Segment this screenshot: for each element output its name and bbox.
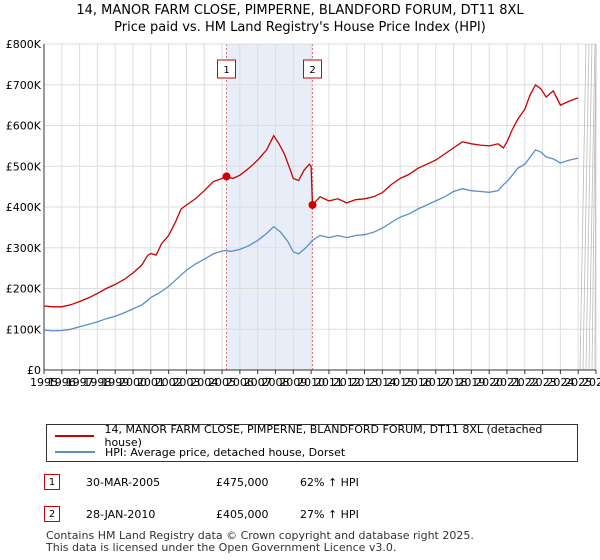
sale-number-badge: 2 <box>44 506 60 522</box>
forecast-hatch <box>594 43 597 371</box>
forecast-hatch <box>582 43 590 371</box>
y-tick-label: £0 <box>27 364 41 377</box>
y-tick-label: £200K <box>6 283 42 296</box>
x-tick-label: 2011 <box>315 376 343 389</box>
sale-number-badge: 1 <box>44 474 60 490</box>
x-tick-label: 2019 <box>457 376 485 389</box>
y-tick-label: £800K <box>6 38 42 51</box>
x-tick-label: 2008 <box>261 376 289 389</box>
sale-price: £475,000 <box>216 476 269 489</box>
legend-swatch-hpi <box>55 451 95 453</box>
footer-licence: This data is licensed under the Open Gov… <box>46 541 397 554</box>
sale-date: 30-MAR-2005 <box>86 476 161 489</box>
sale-label-box <box>303 59 323 79</box>
forecast-hatch <box>588 43 596 371</box>
y-tick-label: £400K <box>6 201 42 214</box>
y-tick-label: £600K <box>6 120 42 133</box>
x-tick-label: 2001 <box>137 376 165 389</box>
legend-item-price: 14, MANOR FARM CLOSE, PIMPERNE, BLANDFOR… <box>55 423 577 449</box>
sale-price: £405,000 <box>216 508 269 521</box>
footer-copyright: Contains HM Land Registry data © Crown c… <box>46 529 474 542</box>
price-chart: 1 2 £0 £100K £200K £300K £400K £500K £600K £700K… <box>6 38 600 389</box>
sale-point <box>222 172 231 181</box>
forecast-hatch <box>591 43 597 371</box>
x-tick-label: 2012 <box>333 376 361 389</box>
chart-subtitle: Price paid vs. HM Land Registry's House … <box>114 20 486 35</box>
sale-hpi-change: 62% ↑ HPI <box>300 476 359 489</box>
chart-title: 14, MANOR FARM CLOSE, PIMPERNE, BLANDFOR… <box>76 3 524 18</box>
x-tick-label: 1999 <box>101 376 129 389</box>
x-tick-label: 2024 <box>546 376 574 389</box>
x-tick-label: 1998 <box>83 376 111 389</box>
x-tick-label: 2007 <box>244 376 272 389</box>
sale-point <box>308 200 317 209</box>
x-tick-label: 2010 <box>297 376 325 389</box>
x-tick-label: 2017 <box>422 376 450 389</box>
x-tick-label: 2009 <box>279 376 307 389</box>
legend-label-price: 14, MANOR FARM CLOSE, PIMPERNE, BLANDFOR… <box>104 423 543 449</box>
legend-item-hpi: HPI: Average price, detached house, Dors… <box>55 444 345 460</box>
sale-label: 1 <box>223 65 229 76</box>
x-tick-label: 2022 <box>511 376 539 389</box>
x-tick-label: 2006 <box>226 376 254 389</box>
sale-hpi-change: 27% ↑ HPI <box>300 508 359 521</box>
x-tick-label: 1997 <box>66 376 94 389</box>
y-tick-label: £500K <box>6 160 42 173</box>
price-paid-line <box>43 83 579 308</box>
x-tick-label: 2005 <box>208 376 236 389</box>
x-tick-label: 1996 <box>48 376 76 389</box>
x-tick-label: 2020 <box>475 376 503 389</box>
x-tick-label: 2025 <box>564 376 592 389</box>
y-tick-label: £300K <box>6 242 42 255</box>
sale-label-box <box>217 59 237 79</box>
y-tick-label: £100K <box>6 323 42 336</box>
forecast-hatch <box>579 43 587 371</box>
sale-row: 1 30-MAR-2005 £475,000 62% ↑ HPI <box>44 474 584 494</box>
sale-date: 28-JAN-2010 <box>86 508 156 521</box>
x-tick-label: 2002 <box>155 376 183 389</box>
footer: Contains HM Land Registry data © Crown c… <box>46 530 474 554</box>
x-tick-label: 2004 <box>190 376 218 389</box>
sale-label: 2 <box>309 65 315 76</box>
x-tick-label: 2013 <box>351 376 379 389</box>
legend: 14, MANOR FARM CLOSE, PIMPERNE, BLANDFOR… <box>46 423 578 462</box>
x-tick-label: 2018 <box>440 376 468 389</box>
x-tick-label: 2014 <box>368 376 396 389</box>
x-tick-label: 1995 <box>30 376 58 389</box>
y-tick-label: £700K <box>6 79 42 92</box>
x-tick-label: 2003 <box>172 376 200 389</box>
x-tick-label: 2023 <box>529 376 557 389</box>
hpi-line <box>43 149 579 332</box>
x-tick-label: 2021 <box>493 376 521 389</box>
forecast-hatch <box>585 43 593 371</box>
x-tick-label: 2000 <box>119 376 147 389</box>
x-tick-label: 2015 <box>386 376 414 389</box>
legend-label-hpi: HPI: Average price, detached house, Dors… <box>105 445 346 459</box>
chart-title-block: 14, MANOR FARM CLOSE, PIMPERNE, BLANDFOR… <box>0 2 600 36</box>
x-tick-label: 2026 <box>582 376 600 389</box>
x-tick-label: 2016 <box>404 376 432 389</box>
legend-swatch-price <box>55 435 95 437</box>
sale-row: 2 28-JAN-2010 £405,000 27% ↑ HPI <box>44 506 584 526</box>
